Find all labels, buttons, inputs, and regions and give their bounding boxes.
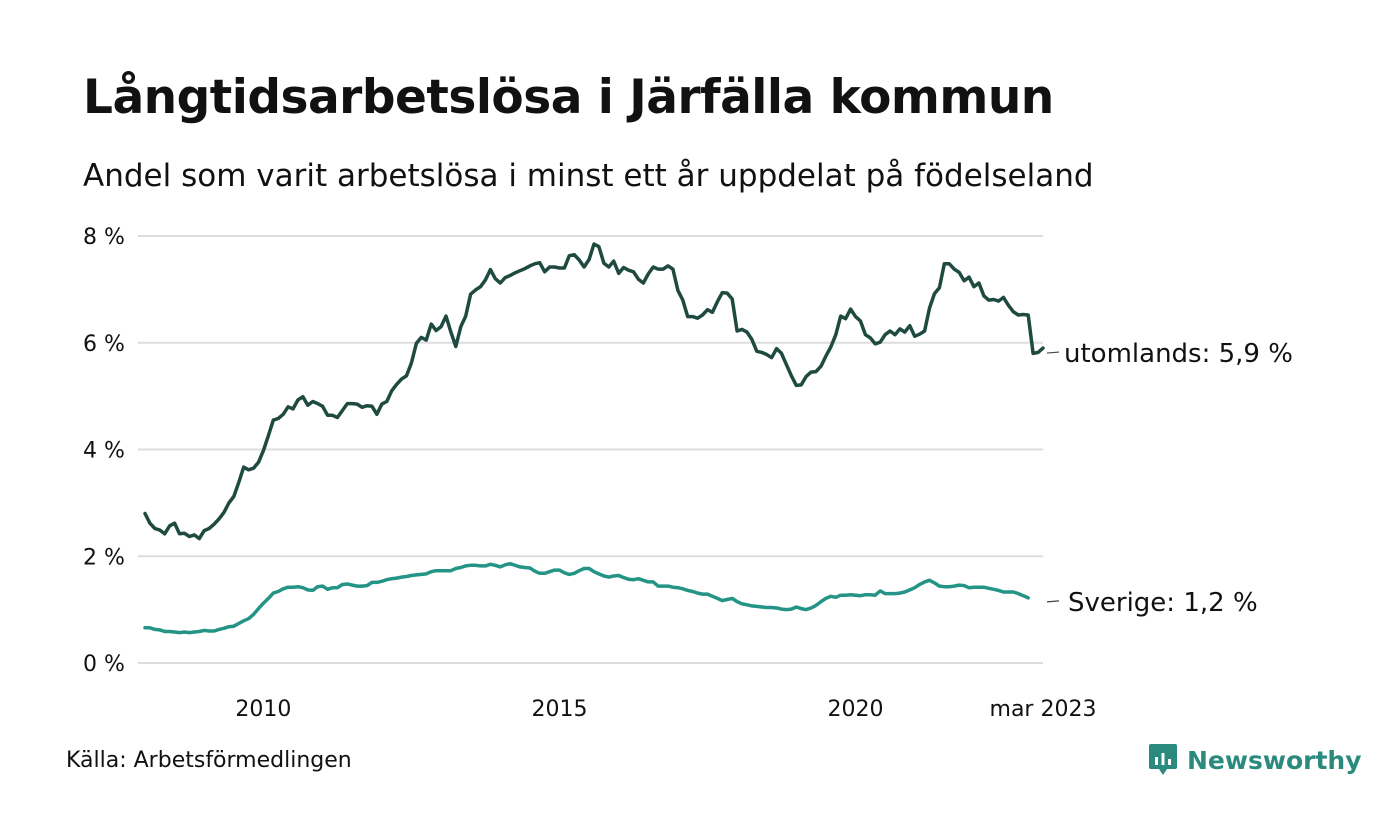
chart-subtitle: Andel som varit arbetslösa i minst ett å… bbox=[83, 158, 1094, 194]
y-tick-label: 4 % bbox=[83, 439, 125, 464]
end-labels: utomlands: 5,9 % Sverige: 1,2 % bbox=[1046, 339, 1293, 618]
source-note: Källa: Arbetsförmedlingen bbox=[66, 748, 352, 773]
series-line-utomlands bbox=[143, 242, 1045, 541]
end-label-sverige: Sverige: 1,2 % bbox=[1068, 588, 1258, 618]
x-tick-label-end: mar 2023 bbox=[990, 697, 1097, 722]
x-tick-label: 2010 bbox=[235, 697, 291, 722]
series-line-sverige bbox=[143, 561, 1030, 635]
end-label-utomlands: utomlands: 5,9 % bbox=[1064, 339, 1293, 369]
newsworthy-logo-icon bbox=[1149, 744, 1177, 775]
brand-logo: Newsworthy bbox=[1148, 742, 1362, 778]
chart-title: Långtidsarbetslösa i Järfälla kommun bbox=[83, 70, 1054, 125]
grid-lines bbox=[138, 235, 1043, 664]
series-lines bbox=[143, 242, 1045, 635]
x-tick-label: 2020 bbox=[828, 697, 884, 722]
brand-name: Newsworthy bbox=[1187, 745, 1362, 775]
y-tick-label: 6 % bbox=[83, 332, 125, 357]
y-tick-label: 2 % bbox=[83, 545, 125, 570]
y-tick-label: 0 % bbox=[83, 652, 125, 677]
end-label-leader bbox=[1046, 600, 1060, 603]
end-label-leader bbox=[1046, 351, 1060, 354]
y-tick-label: 8 % bbox=[83, 225, 125, 250]
x-tick-label: 2015 bbox=[531, 697, 587, 722]
y-axis-ticks: 0 % 2 % 4 % 6 % 8 % bbox=[83, 225, 125, 677]
x-axis-ticks: 2010 2015 2020 mar 2023 bbox=[235, 697, 1096, 722]
